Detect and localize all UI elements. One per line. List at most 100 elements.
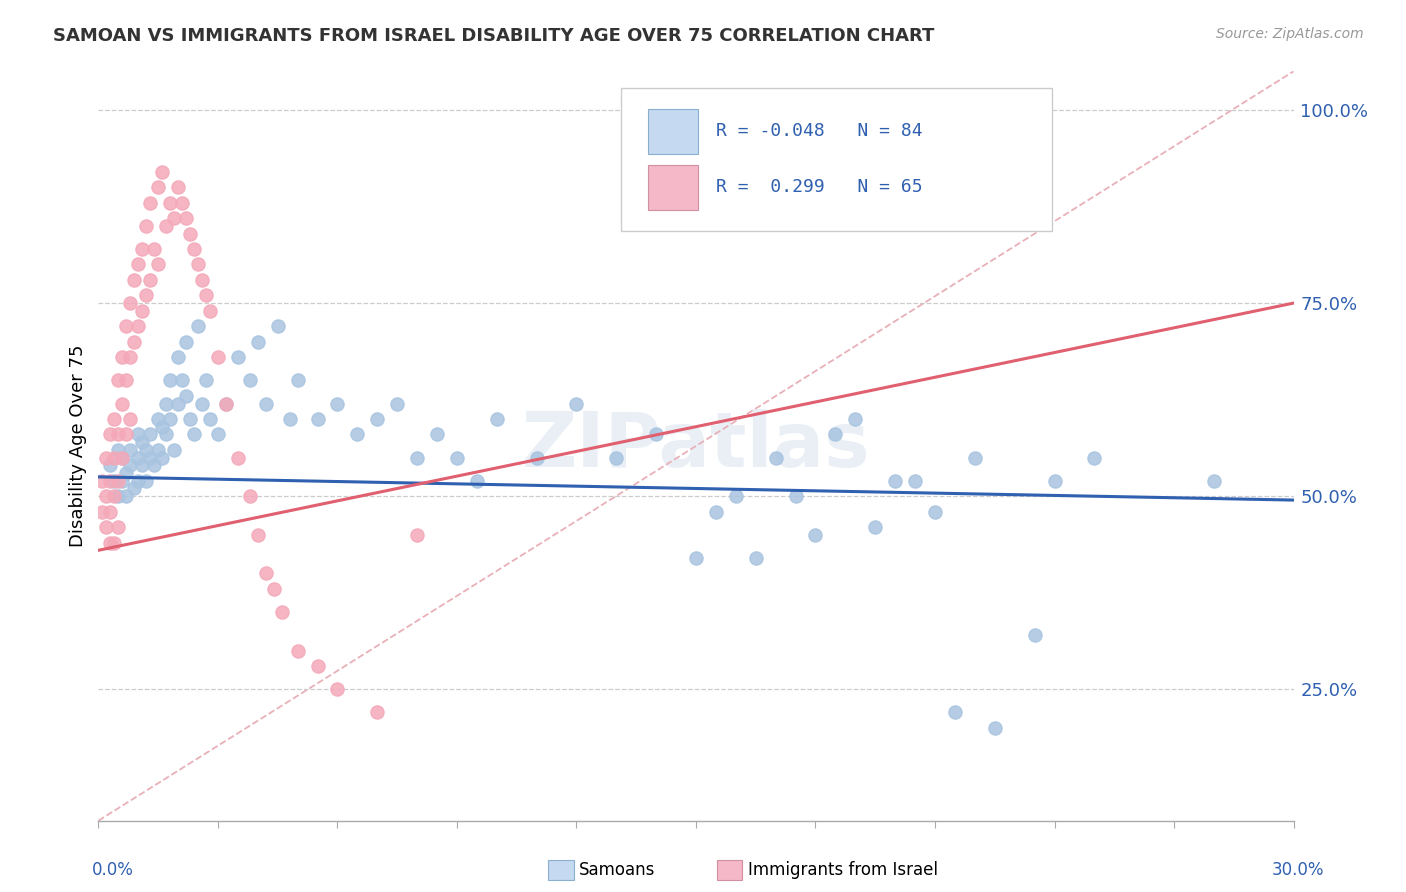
Point xyxy=(103,412,125,426)
Point xyxy=(183,242,205,256)
Point xyxy=(307,412,329,426)
Point xyxy=(135,442,157,457)
Point xyxy=(207,427,229,442)
Text: R =  0.299   N = 65: R = 0.299 N = 65 xyxy=(716,178,922,196)
Point xyxy=(150,165,173,179)
Point xyxy=(120,458,142,473)
Point xyxy=(163,442,186,457)
Point xyxy=(150,419,173,434)
Text: Source: ZipAtlas.com: Source: ZipAtlas.com xyxy=(1216,27,1364,41)
Point xyxy=(254,566,277,581)
Point xyxy=(98,474,122,488)
Point xyxy=(884,474,907,488)
Point xyxy=(172,195,194,210)
Point xyxy=(163,211,186,226)
Point xyxy=(645,427,668,442)
Point xyxy=(150,450,173,465)
Point xyxy=(159,195,181,210)
Point xyxy=(115,427,138,442)
Point xyxy=(127,319,149,334)
Point xyxy=(143,458,166,473)
Point xyxy=(103,489,125,503)
Point xyxy=(155,219,177,233)
Point xyxy=(167,180,190,194)
Point xyxy=(526,450,548,465)
Point xyxy=(139,195,162,210)
Point xyxy=(131,303,153,318)
Point xyxy=(605,450,627,465)
Point xyxy=(172,373,194,387)
Point xyxy=(124,482,146,496)
Text: Immigrants from Israel: Immigrants from Israel xyxy=(748,861,938,879)
Point xyxy=(226,450,249,465)
Point xyxy=(239,489,262,503)
Point xyxy=(103,450,125,465)
Point xyxy=(135,219,157,233)
Point xyxy=(195,288,218,302)
Point xyxy=(127,257,149,271)
Point xyxy=(1024,628,1046,642)
Point xyxy=(115,373,138,387)
Point xyxy=(406,528,429,542)
Point xyxy=(98,458,122,473)
Point xyxy=(326,396,349,410)
Point xyxy=(366,706,388,720)
Point xyxy=(148,412,170,426)
Point xyxy=(148,180,170,194)
Point xyxy=(943,706,966,720)
Text: R = -0.048   N = 84: R = -0.048 N = 84 xyxy=(716,122,922,140)
FancyBboxPatch shape xyxy=(620,87,1052,231)
Point xyxy=(98,427,122,442)
Text: Samoans: Samoans xyxy=(579,861,655,879)
Point xyxy=(111,450,134,465)
Point xyxy=(485,412,508,426)
Point xyxy=(120,350,142,364)
Point xyxy=(127,474,149,488)
Point xyxy=(924,505,946,519)
Point xyxy=(207,350,229,364)
Point xyxy=(120,296,142,310)
Point xyxy=(704,505,727,519)
Point xyxy=(446,450,468,465)
Point xyxy=(191,396,214,410)
Point xyxy=(120,412,142,426)
Point xyxy=(96,489,118,503)
Point xyxy=(174,389,197,403)
Point xyxy=(765,450,787,465)
Point xyxy=(148,442,170,457)
Point xyxy=(226,350,249,364)
Point xyxy=(198,412,221,426)
Point xyxy=(148,257,170,271)
Point xyxy=(107,489,129,503)
Point xyxy=(254,396,277,410)
Point xyxy=(91,474,114,488)
Point xyxy=(167,396,190,410)
Point xyxy=(155,396,177,410)
Point xyxy=(103,535,125,549)
Point xyxy=(246,528,269,542)
Point xyxy=(135,474,157,488)
Point xyxy=(406,450,429,465)
Point xyxy=(346,427,368,442)
Point xyxy=(385,396,409,410)
Point xyxy=(287,643,309,657)
Point xyxy=(426,427,449,442)
Point xyxy=(287,373,309,387)
Point xyxy=(263,582,285,596)
Point xyxy=(215,396,238,410)
Point xyxy=(187,319,209,334)
Point xyxy=(267,319,290,334)
Point xyxy=(246,334,269,349)
Point xyxy=(159,373,181,387)
Point xyxy=(107,373,129,387)
Point xyxy=(139,427,162,442)
Point xyxy=(111,350,134,364)
Point xyxy=(139,273,162,287)
Point xyxy=(1202,474,1225,488)
Y-axis label: Disability Age Over 75: Disability Age Over 75 xyxy=(69,344,87,548)
Text: ZIPatlas: ZIPatlas xyxy=(522,409,870,483)
Point xyxy=(91,505,114,519)
Point xyxy=(143,242,166,256)
Point xyxy=(745,551,768,566)
Bar xyxy=(648,109,699,153)
